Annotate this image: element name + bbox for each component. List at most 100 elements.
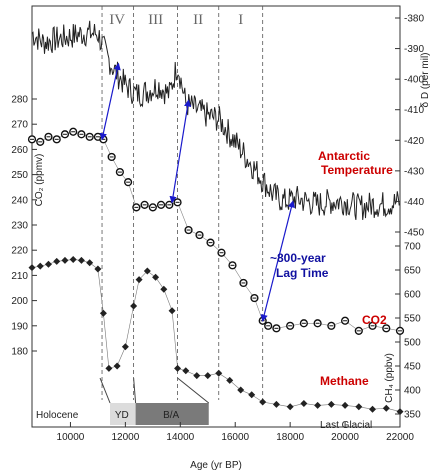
series-methane-point	[272, 400, 280, 408]
ch4-tick-label: 550	[404, 314, 421, 325]
series-methane-point	[44, 260, 52, 268]
series-methane-point	[182, 367, 190, 375]
series-methane-point	[28, 264, 36, 272]
x-tick-label: 18000	[276, 432, 304, 443]
series-methane-point	[135, 276, 143, 284]
ch4-tick-label: 600	[404, 290, 421, 301]
series-methane-point	[69, 255, 77, 263]
co2-tick-label: 220	[11, 246, 28, 257]
dD-tick-label: -420	[404, 136, 424, 147]
series-methane-point	[94, 265, 102, 273]
ch4-tick-label: 400	[404, 386, 421, 397]
series-methane-point	[99, 309, 107, 317]
co2-tick-label: 210	[11, 271, 28, 282]
ch4-axis-label: CH₄ (ppbv)	[384, 353, 395, 403]
ch4-tick-label: 500	[404, 338, 421, 349]
band-connector-ba	[133, 377, 137, 404]
dD-tick-label: -390	[404, 44, 424, 55]
co2-tick-label: 250	[11, 170, 28, 181]
co2-axis-label: CO₂ (ppmv)	[34, 154, 45, 207]
dD-axis-label: δ D (per mil)	[420, 52, 431, 107]
lag-arrow-0	[99, 62, 121, 141]
series-methane-point	[355, 403, 363, 411]
period-lines: IV III II I	[101, 6, 264, 400]
x-tick-label: 10000	[57, 432, 85, 443]
series-methane-point	[168, 307, 176, 315]
series-methane-point	[193, 372, 201, 380]
dD-tick-label: -410	[404, 105, 424, 116]
dD-tick-label: -440	[404, 197, 424, 208]
x-tick-label: 20000	[331, 432, 359, 443]
annotation-methane: Methane	[320, 374, 369, 388]
lag-arrow-2	[260, 200, 295, 322]
co2-tick-label: 260	[11, 145, 28, 156]
annotation-lag-line1: ~800-year	[270, 251, 326, 265]
x-axis-label: Age (yr BP)	[190, 460, 242, 471]
series-methane-point	[61, 256, 69, 264]
band-label-holocene: Holocene	[36, 410, 79, 421]
x-tick-label: 12000	[111, 432, 139, 443]
series-methane-point	[53, 257, 61, 265]
series-methane-point	[204, 372, 212, 380]
co2-tick-label: 230	[11, 221, 28, 232]
series-methane-point	[248, 391, 256, 399]
plot-frame	[31, 5, 401, 428]
band-connector-glacial	[177, 377, 210, 404]
dD-tick-label: -450	[404, 228, 424, 239]
series-methane-point	[341, 401, 349, 409]
series-methane-point	[174, 364, 182, 372]
ch4-tick-label: 650	[404, 266, 421, 277]
series-methane-point	[259, 398, 267, 406]
series-methane-point	[327, 400, 335, 408]
series-methane-point	[86, 259, 94, 267]
ch4-tick-label: 350	[404, 410, 421, 421]
series-methane-point	[286, 403, 294, 411]
co2-tick-label: 190	[11, 321, 28, 332]
band-connector-yd	[99, 377, 111, 404]
band-label-ba: B/A	[163, 410, 179, 421]
co2-tick-label: 280	[11, 95, 28, 106]
dD-tick-label: -400	[404, 75, 424, 86]
period-label-3: I	[238, 12, 243, 28]
lag-arrows	[99, 62, 295, 322]
annotation-co2: CO2	[362, 313, 387, 327]
band-label-yd: YD	[115, 410, 129, 421]
series-methane-line	[31, 259, 401, 412]
co2-tick-label: 200	[11, 296, 28, 307]
series-methane-point	[105, 364, 113, 372]
period-label-2: II	[193, 12, 203, 28]
series-methane-point	[215, 369, 223, 377]
series-methane-point	[160, 285, 168, 293]
lag-arrow-1	[169, 99, 192, 204]
annotation-temperature-line1: Antarctic	[318, 149, 370, 163]
annotation-lag-line2: Lag Time	[276, 266, 329, 280]
series-methane-point	[300, 399, 308, 407]
bottom-bands: Holocene YD B/A Last Glacial	[36, 377, 372, 431]
band-yd	[110, 403, 136, 425]
series-methane-point	[130, 302, 138, 310]
series-methane-point	[369, 405, 377, 413]
band-ba	[135, 403, 209, 425]
period-label-1: III	[148, 12, 163, 28]
co2-tick-label: 180	[11, 347, 28, 358]
axes-group: 10000 12000 14000 16000 18000 20000 22000 -380 -…	[11, 14, 431, 444]
co2-tick-label: 270	[11, 120, 28, 131]
band-label-glacial: Last Glacial	[320, 420, 372, 431]
series-methane-point	[152, 273, 160, 281]
ch4-tick-label: 700	[404, 242, 421, 253]
x-tick-label: 22000	[386, 432, 414, 443]
series-methane-point	[382, 404, 390, 412]
series-methane-point	[314, 401, 322, 409]
series-methane-point	[113, 362, 121, 370]
period-label-0: IV	[109, 12, 125, 28]
series-methane-point	[237, 386, 245, 394]
ch4-tick-label: 450	[404, 362, 421, 373]
series-temperature-line	[31, 20, 400, 220]
series-methane-point	[77, 256, 85, 264]
series-methane-point	[143, 267, 151, 275]
co2-tick-label: 240	[11, 195, 28, 206]
x-tick-label: 16000	[221, 432, 249, 443]
annotation-temperature-line2: Temperature	[321, 163, 393, 177]
dD-tick-label: -380	[404, 14, 424, 25]
